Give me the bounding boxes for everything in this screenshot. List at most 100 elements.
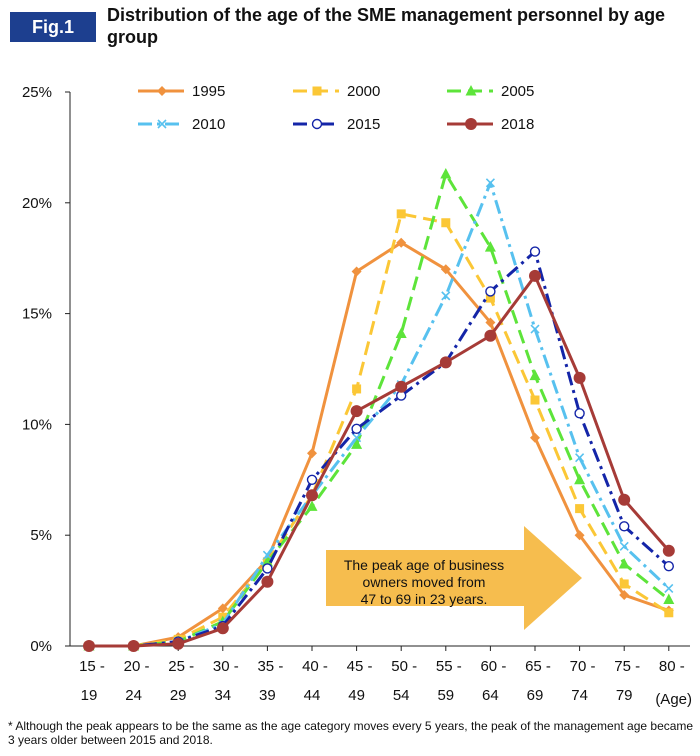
- x-tick-label: 40 -: [302, 658, 328, 675]
- legend-label: 1995: [192, 83, 225, 100]
- series-1995-point: [619, 590, 630, 601]
- series-2010-line: [89, 181, 670, 648]
- series-2010-point: [441, 291, 451, 301]
- series-2018-point: [306, 489, 318, 502]
- series-2018-point: [662, 544, 675, 557]
- arrow-text-line: The peak age of business: [344, 557, 504, 573]
- series-2005-point: [574, 473, 586, 485]
- x-tick-label: 35 -: [257, 658, 283, 675]
- series-2015-point: [619, 521, 630, 532]
- series-2005-point: [663, 593, 675, 604]
- series-2018-point: [618, 493, 631, 506]
- y-tick-label: 20%: [22, 195, 52, 212]
- line-chart: 0% 5% 10% 15% 20% 25% 15 - 19 20 - 24 25 - 29 30 - 34…: [22, 83, 692, 708]
- series-2015-point: [529, 246, 541, 257]
- x-tick-label: 50 -: [391, 658, 417, 675]
- series-1995-point: [157, 86, 167, 96]
- x-axis-unit: (Age): [655, 691, 692, 708]
- series-2015-point: [311, 118, 323, 130]
- series-2000-point: [575, 504, 585, 514]
- y-tick-label: 0%: [30, 638, 52, 655]
- series-2010-point: [619, 541, 629, 551]
- series-2018-point: [216, 622, 229, 635]
- series-2000-line: [89, 212, 670, 648]
- x-tick-label: 70 -: [570, 658, 596, 675]
- series-2018-point: [83, 640, 95, 652]
- series-2018-point: [395, 380, 408, 393]
- legend-item-2005: 2005: [447, 83, 534, 100]
- series-2000-point: [530, 395, 540, 405]
- legend: 1995 2000 2005 2010 2015 2018: [138, 83, 534, 133]
- x-tick-label: 34: [214, 687, 231, 704]
- x-tick-label: 64: [482, 687, 499, 704]
- x-tick-label: 65 -: [525, 658, 551, 675]
- x-tick-label: 20 -: [124, 658, 150, 675]
- series-1995-point: [440, 264, 451, 275]
- series-2005-point: [306, 500, 318, 511]
- series-1995-line: [89, 241, 670, 648]
- series-2000-point: [664, 608, 674, 618]
- series-layer: [83, 167, 675, 652]
- series-2010-point: [530, 324, 540, 334]
- x-tick-label: 79: [616, 687, 633, 704]
- x-tick-label: 75 -: [614, 658, 640, 675]
- x-tick-label: 44: [304, 687, 321, 704]
- series-2000-point: [352, 384, 362, 394]
- series-1995-point: [485, 317, 496, 328]
- series-1995-point: [307, 448, 317, 459]
- y-tick-label: 15%: [22, 306, 52, 323]
- series-2018-point: [261, 575, 274, 588]
- legend-item-2010: 2010: [138, 116, 225, 133]
- series-1995-point: [217, 603, 228, 614]
- series-2010-point: [575, 453, 585, 463]
- series-2015: [83, 246, 674, 652]
- series-2000-point: [485, 293, 495, 303]
- series-2000-point: [441, 218, 451, 228]
- legend-item-2000: 2000: [293, 83, 380, 100]
- footnote: * Although the peak appears to be the sa…: [8, 719, 694, 747]
- series-2010-point: [664, 583, 674, 593]
- x-tick-label: 29: [170, 687, 187, 704]
- series-2005-point: [465, 85, 477, 96]
- series-2018-point: [127, 640, 140, 652]
- series-1995-point: [530, 432, 540, 443]
- series-2005-point: [395, 327, 407, 339]
- series-2000-point: [619, 579, 629, 589]
- series-2005-point: [440, 167, 452, 179]
- series-2018: [83, 269, 675, 652]
- series-2018-point: [172, 637, 185, 650]
- figure-label-badge: Fig.1: [10, 12, 96, 42]
- series-2005-point: [351, 438, 363, 449]
- series-2005-point: [529, 369, 541, 381]
- series-2018-point: [484, 329, 497, 342]
- series-2000-point: [312, 86, 322, 96]
- x-tick-label: 15 -: [79, 658, 105, 675]
- chart-title: Distribution of the age of the SME manag…: [107, 5, 666, 47]
- series-2018-point: [350, 405, 363, 418]
- y-tick-label: 25%: [22, 84, 52, 101]
- series-2005-line: [89, 172, 670, 648]
- series-2015-point: [663, 561, 674, 572]
- x-tick-label: 74: [571, 687, 588, 704]
- series-2015-point: [351, 423, 362, 435]
- series-2018-point: [573, 371, 586, 384]
- series-2010-point: [262, 550, 272, 560]
- x-tick-label: 19: [81, 687, 98, 704]
- x-tick-label: 45 -: [347, 658, 373, 675]
- x-tick-label: 80 -: [659, 658, 685, 675]
- series-2018-point: [529, 269, 541, 282]
- x-tick-label: 49: [348, 687, 365, 704]
- arrow-shape: [326, 526, 582, 630]
- legend-label: 2010: [192, 116, 225, 133]
- legend-label: 2000: [347, 83, 380, 100]
- x-tick-label: 59: [437, 687, 454, 704]
- arrow-text-line: owners moved from: [363, 574, 486, 590]
- x-tick-label: 30 -: [213, 658, 239, 675]
- chart-axes: 0% 5% 10% 15% 20% 25% 15 - 19 20 - 24 25 - 29 30 - 34…: [22, 84, 692, 708]
- x-tick-label: 25 -: [168, 658, 194, 675]
- series-2015-point: [306, 474, 318, 485]
- legend-item-2015: 2015: [293, 116, 380, 133]
- series-1995-point: [396, 237, 407, 248]
- series-2010-point: [352, 433, 362, 443]
